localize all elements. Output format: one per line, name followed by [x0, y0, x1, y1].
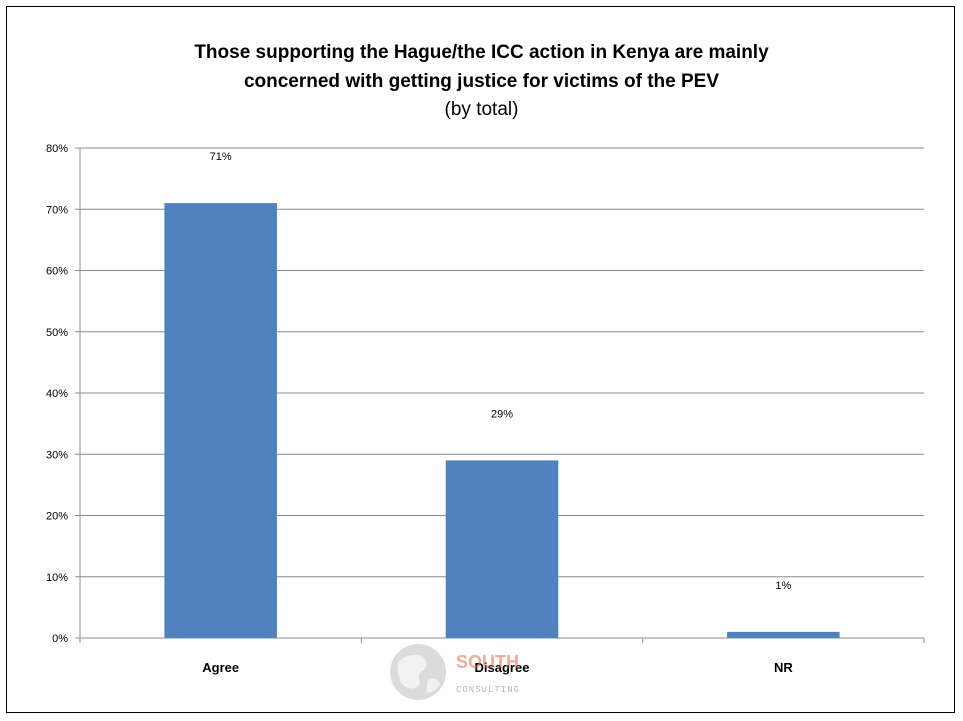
y-tick-label: 70%	[46, 204, 68, 216]
y-tick-label: 60%	[46, 266, 68, 278]
data-label-agree: 71%	[210, 151, 232, 163]
globe-icon	[390, 644, 446, 700]
y-tick-label: 80%	[46, 143, 68, 155]
y-tick-label: 20%	[46, 511, 68, 523]
data-label-disagree: 29%	[491, 408, 513, 420]
y-tick-label: 40%	[46, 388, 68, 400]
y-tick-label: 0%	[52, 633, 68, 645]
category-label-agree: Agree	[202, 660, 239, 675]
data-label-nr: 1%	[775, 580, 791, 592]
chart-title-line-1: Those supporting the Hague/the ICC actio…	[194, 42, 769, 63]
category-label-nr: NR	[774, 660, 793, 675]
watermark-main-text: SOUTH	[456, 652, 519, 672]
y-tick-label: 30%	[46, 449, 68, 461]
bar-agree	[164, 203, 277, 638]
chart-title-line-2: concerned with getting justice for victi…	[243, 71, 720, 92]
y-tick-label: 50%	[46, 327, 68, 339]
bar-nr	[727, 631, 840, 638]
category-label-disagree: Disagree	[475, 660, 530, 675]
watermark-sub-text: CONSULTING	[456, 685, 520, 695]
chart-subtitle: (by total)	[444, 99, 519, 120]
bar-disagree	[445, 460, 559, 638]
y-tick-label: 10%	[46, 572, 68, 584]
chart-title: Those supporting the Hague/the ICC actio…	[0, 38, 963, 96]
watermark-logo: SOUTH CONSULTING	[378, 640, 538, 704]
